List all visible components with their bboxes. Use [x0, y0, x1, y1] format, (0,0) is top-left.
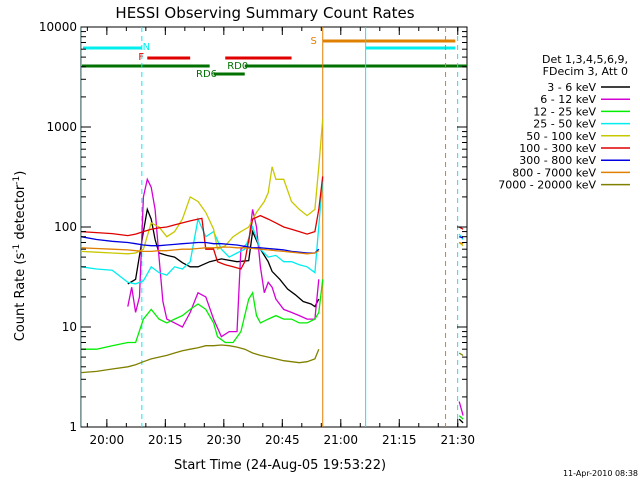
y-axis-label: Count Rate (s-1 detector-1) — [12, 171, 28, 342]
chart-title: HESSI Observing Summary Count Rates — [115, 4, 414, 22]
legend-label-4: 50 - 100 keV — [526, 130, 596, 143]
series-line-0 — [127, 207, 320, 308]
legend-label-5: 100 - 300 keV — [519, 142, 596, 155]
axis-ticks: 20:00 20:15 20:30 20:45 21:00 21:15 21:30 1 10 10… — [39, 20, 475, 447]
legend-label-6: 300 - 800 keV — [519, 154, 596, 167]
x-tick-label-6: 21:30 — [440, 433, 475, 447]
series-tail-2 — [458, 415, 464, 420]
plot-frame — [80, 26, 468, 428]
legend-label-8: 7000 - 20000 keV — [498, 179, 596, 192]
legend-header-0: Det 1,3,4,5,6,9, — [542, 53, 628, 66]
legend-label-7: 800 - 7000 keV — [512, 166, 596, 179]
series-tail-8 — [458, 352, 464, 356]
y-tick-label-1: 10 — [62, 320, 77, 334]
series-line-6 — [80, 236, 320, 254]
y-tick-label-2: 100 — [54, 220, 77, 234]
annotation-rd0: RD0 — [227, 61, 248, 72]
series-tail-7 — [459, 241, 464, 245]
series-line-1 — [127, 177, 320, 338]
x-tick-label-3: 20:45 — [265, 433, 300, 447]
x-tick-label-1: 20:15 — [148, 433, 183, 447]
timestamp: 11-Apr-2010 08:38 — [563, 469, 638, 478]
y-tick-label-3: 1000 — [46, 120, 77, 134]
annotation-s: S — [311, 36, 317, 47]
series-line-7 — [80, 246, 320, 255]
series-tail-6 — [459, 236, 464, 239]
svg-text:Count Rate (s-1 detector-1): Count Rate (s-1 detector-1) — [12, 171, 28, 342]
y-label-mid: detector — [13, 184, 28, 244]
y-label-sup2: -1 — [12, 176, 22, 185]
y-label-main: Count Rate (s — [13, 253, 28, 342]
y-label-sup1: -1 — [12, 244, 22, 253]
legend-label-0: 3 - 6 keV — [547, 81, 596, 94]
x-tick-label-0: 20:00 — [90, 433, 125, 447]
x-tick-label-2: 20:30 — [207, 433, 242, 447]
series-line-2 — [81, 279, 324, 350]
series-line-8 — [80, 344, 320, 374]
x-tick-label-5: 21:15 — [382, 433, 417, 447]
legend: Det 1,3,4,5,6,9,FDecim 3, Att 0 3 - 6 keV… — [498, 53, 630, 192]
legend-label-2: 12 - 25 keV — [533, 105, 596, 118]
legend-label-1: 6 - 12 keV — [540, 93, 596, 106]
x-axis-label: Start Time (24-Aug-05 19:53:22) — [174, 458, 386, 473]
y-label-end: ) — [13, 171, 28, 176]
annotation-n: N — [143, 42, 150, 53]
legend-label-3: 25 - 50 keV — [533, 118, 596, 131]
series-tail-1 — [458, 401, 464, 416]
y-tick-label-4: 10000 — [39, 20, 77, 34]
legend-header-1: FDecim 3, Att 0 — [543, 65, 628, 78]
series-line-3 — [80, 179, 324, 285]
x-tick-label-4: 21:00 — [323, 433, 358, 447]
series-tail-0 — [458, 418, 464, 424]
y-tick-label-0: 1 — [69, 420, 77, 434]
annotation-rd6: RD6 — [196, 69, 217, 80]
series-line-5 — [80, 176, 324, 270]
